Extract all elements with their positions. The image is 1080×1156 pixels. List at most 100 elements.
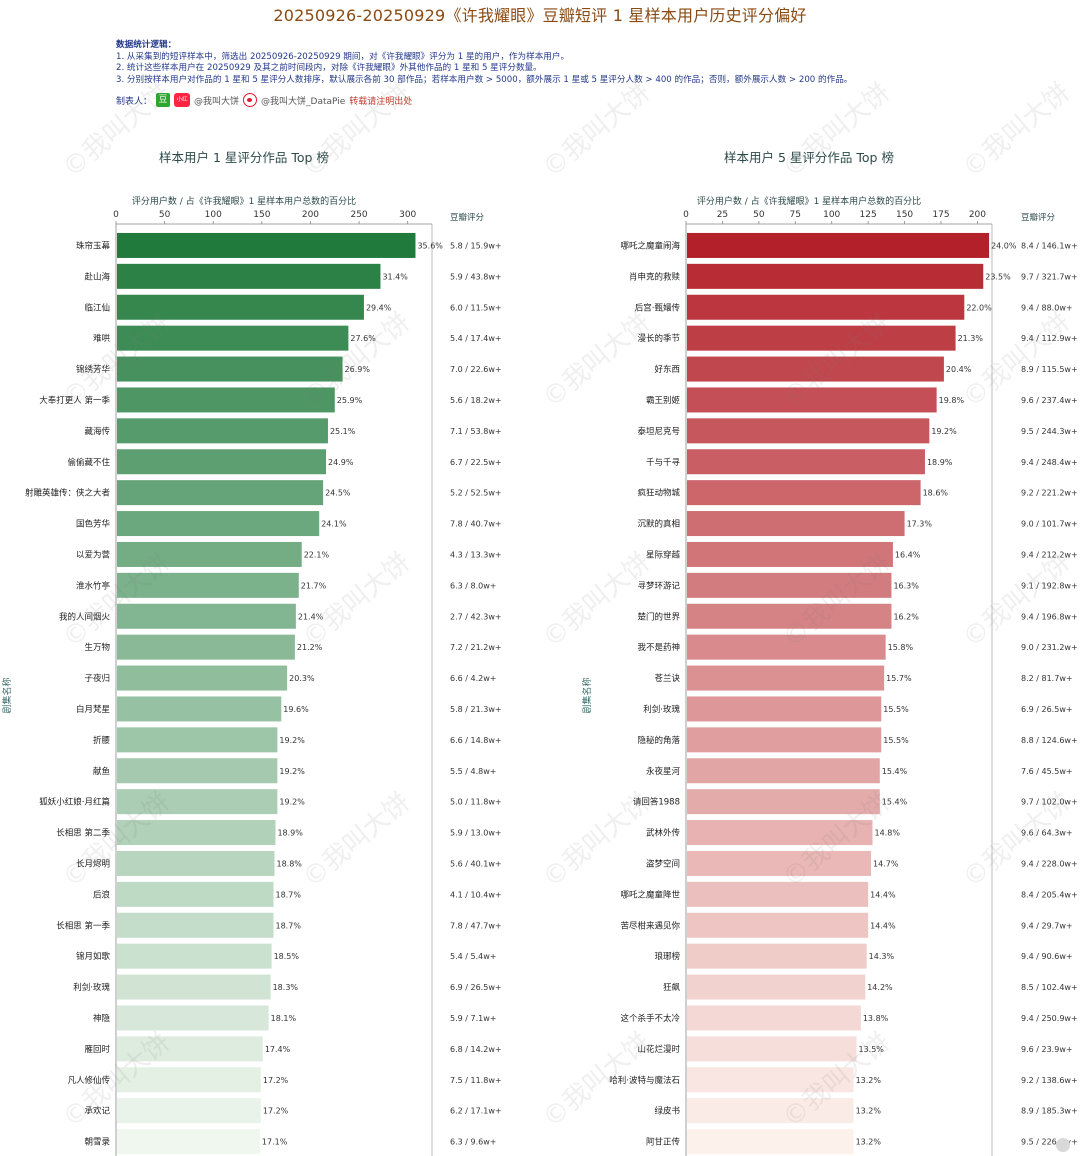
x-tick-label: 75 xyxy=(790,210,801,220)
credits-label: 制表人： xyxy=(116,96,153,107)
bar xyxy=(687,727,882,753)
score-label: 9.5 / 226.3w+ xyxy=(1021,1138,1078,1147)
score-label: 7.0 / 22.6w+ xyxy=(450,365,502,374)
bar xyxy=(687,912,869,938)
category-label: 好东西 xyxy=(654,364,680,375)
bar xyxy=(117,325,349,351)
percent-label: 13.2% xyxy=(856,1107,882,1116)
bar xyxy=(117,572,299,598)
category-label: 我的人间烟火 xyxy=(59,611,111,622)
score-label: 6.8 / 14.2w+ xyxy=(450,1045,502,1054)
score-label: 6.9 / 26.5w+ xyxy=(1021,705,1073,714)
bar xyxy=(687,480,921,506)
x-tick-label: 200 xyxy=(969,210,986,220)
bar xyxy=(687,294,965,320)
bar xyxy=(687,1098,854,1124)
percent-label: 19.8% xyxy=(939,396,965,405)
score-label: 6.3 / 9.6w+ xyxy=(450,1138,496,1147)
percent-label: 18.7% xyxy=(276,921,302,930)
percent-label: 21.7% xyxy=(301,581,327,590)
score-column-header: 豆瓣评分 xyxy=(450,212,485,223)
score-label: 8.4 / 205.4w+ xyxy=(1021,890,1078,899)
bar xyxy=(117,449,327,475)
percent-label: 17.2% xyxy=(263,1076,289,1085)
x-tick-label: 150 xyxy=(896,210,913,220)
score-label: 7.6 / 45.5w+ xyxy=(1021,767,1073,776)
bar xyxy=(687,356,944,382)
category-label: 霸王别姬 xyxy=(646,395,681,406)
y-axis-label: 剧集名称 xyxy=(1,677,13,713)
bar xyxy=(687,974,866,1000)
score-label: 9.6 / 237.4w+ xyxy=(1021,396,1078,405)
score-label: 6.3 / 8.0w+ xyxy=(450,581,496,590)
bar xyxy=(687,325,956,351)
category-label: 后浪 xyxy=(93,889,111,900)
bar xyxy=(687,1129,854,1155)
bar xyxy=(117,758,278,784)
x-tick-label: 50 xyxy=(753,210,765,220)
percent-label: 19.2% xyxy=(279,736,305,745)
notes-line-2: 2. 统计这些样本用户在 20250929 及其之前时间段内，对除《许我耀眼》外… xyxy=(116,63,542,74)
category-label: 苦尽柑来遇见你 xyxy=(620,920,680,931)
bar xyxy=(117,727,278,753)
percent-label: 16.3% xyxy=(893,581,919,590)
score-label: 7.2 / 21.2w+ xyxy=(450,643,502,652)
category-label: 承欢记 xyxy=(84,1106,110,1117)
category-label: 绿皮书 xyxy=(654,1106,680,1117)
percent-label: 25.9% xyxy=(337,396,363,405)
percent-label: 15.7% xyxy=(886,674,912,683)
category-label: 赴山海 xyxy=(84,271,110,282)
score-label: 9.4 / 228.0w+ xyxy=(1021,859,1078,868)
percent-label: 14.7% xyxy=(873,859,899,868)
category-label: 偷偷藏不住 xyxy=(67,457,110,468)
category-label: 国色芳华 xyxy=(76,519,111,530)
score-label: 9.1 / 192.8w+ xyxy=(1021,581,1078,590)
percent-label: 18.7% xyxy=(276,890,302,899)
bar xyxy=(117,1005,269,1031)
percent-label: 25.1% xyxy=(330,427,356,436)
bar xyxy=(687,850,872,876)
bar xyxy=(687,541,893,567)
score-label: 5.6 / 18.2w+ xyxy=(450,396,502,405)
bar xyxy=(117,232,416,258)
category-label: 利剑·玫瑰 xyxy=(73,982,110,993)
percent-label: 24.1% xyxy=(321,520,347,529)
percent-label: 14.8% xyxy=(875,829,901,838)
bar xyxy=(687,696,882,722)
percent-label: 17.1% xyxy=(262,1138,288,1147)
bar xyxy=(687,418,930,444)
category-label: 雁回时 xyxy=(84,1044,110,1055)
bar xyxy=(687,1067,854,1093)
methodology-notes: 数据统计逻辑： 1. 从采集到的短评样本中，筛选出 20250926-20250… xyxy=(116,40,1016,86)
percent-label: 13.2% xyxy=(856,1076,882,1085)
percent-label: 14.4% xyxy=(870,921,896,930)
score-label: 9.2 / 138.6w+ xyxy=(1021,1076,1078,1085)
score-label: 8.8 / 124.6w+ xyxy=(1021,736,1078,745)
percent-label: 16.2% xyxy=(893,612,919,621)
category-label: 白月梵星 xyxy=(76,704,110,715)
score-label: 7.1 / 53.8w+ xyxy=(450,427,502,436)
avatar xyxy=(1056,1138,1070,1152)
category-label: 子夜归 xyxy=(84,673,110,684)
category-label: 泰坦尼克号 xyxy=(637,426,680,437)
bar xyxy=(117,789,278,815)
percent-label: 19.6% xyxy=(283,705,309,714)
score-label: 9.4 / 196.8w+ xyxy=(1021,612,1078,621)
score-label: 8.2 / 81.7w+ xyxy=(1021,674,1073,683)
category-label: 凡人修仙传 xyxy=(67,1075,110,1086)
score-label: 8.9 / 115.5w+ xyxy=(1021,365,1078,374)
percent-label: 14.3% xyxy=(869,952,895,961)
percent-label: 13.5% xyxy=(858,1045,884,1054)
category-label: 山花烂漫时 xyxy=(637,1044,680,1055)
percent-label: 23.5% xyxy=(985,272,1011,281)
credits-bar: 制表人： 豆 小红书 @我叫大饼 @我叫大饼_DataPie 转载请注明出处 xyxy=(116,92,412,117)
x-tick-label: 50 xyxy=(159,210,171,220)
bar xyxy=(117,974,271,1000)
category-label: 珠帘玉幕 xyxy=(76,240,111,251)
category-label: 疯狂动物城 xyxy=(637,488,680,499)
bar xyxy=(117,696,282,722)
score-label: 7.5 / 11.8w+ xyxy=(450,1076,502,1085)
percent-label: 14.2% xyxy=(867,983,893,992)
percent-label: 26.9% xyxy=(345,365,371,374)
